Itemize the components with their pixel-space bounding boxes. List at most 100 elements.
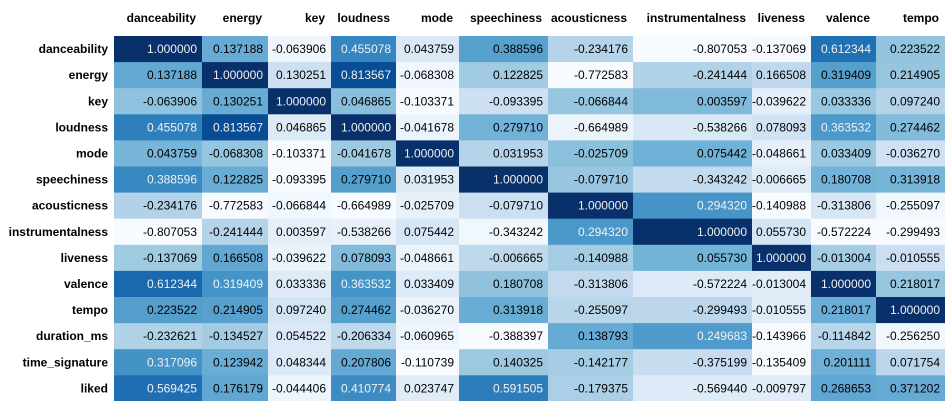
cell-value-label: -0.388397 <box>489 329 543 343</box>
cell-value-label: -0.079710 <box>574 173 628 187</box>
heatmap-cell <box>268 166 331 193</box>
cell-value-label: -0.343242 <box>693 173 747 187</box>
heatmap-cell <box>811 192 876 220</box>
heatmap-cell <box>202 114 268 141</box>
cell-value-label: 0.612344 <box>821 42 871 56</box>
cell-value-label: -0.134527 <box>209 329 263 343</box>
cell-value-label: 0.033409 <box>404 277 454 291</box>
heatmap-cell <box>633 323 752 350</box>
cell-value-label: -0.048661 <box>400 251 454 265</box>
heatmap-cell <box>548 323 633 350</box>
cell-value-label: 0.078093 <box>756 120 806 134</box>
column-header-mode: mode <box>421 11 453 25</box>
heatmap-cell <box>396 62 459 89</box>
cell-value-label: 0.180708 <box>821 173 871 187</box>
cell-value-label: -0.013004 <box>817 251 871 265</box>
heatmap-cell <box>396 323 459 350</box>
heatmap-cell <box>752 244 811 272</box>
cell-value-label: 0.201111 <box>824 355 872 369</box>
heatmap-cell <box>548 270 633 298</box>
column-header-liveness: liveness <box>758 11 806 25</box>
cell-value-label: 1.000000 <box>147 42 197 56</box>
heatmap-cell <box>114 36 202 63</box>
heatmap-cell <box>548 218 633 246</box>
cell-value-label: -0.103371 <box>272 146 326 160</box>
heatmap-cell <box>268 114 331 141</box>
cell-value-label: 0.097240 <box>276 303 326 317</box>
heatmap-cell <box>633 36 752 63</box>
heatmap-cell <box>548 349 633 376</box>
cell-value-label: 0.388596 <box>493 42 543 56</box>
row-header-tempo: tempo <box>72 303 108 317</box>
cell-value-label: -0.569440 <box>693 381 747 395</box>
heatmap-cell <box>396 140 459 167</box>
column-header-key: key <box>305 11 325 25</box>
heatmap-cell <box>876 166 945 193</box>
heatmap-cell <box>202 375 268 401</box>
cell-value-label: 0.055730 <box>697 251 747 265</box>
cell-value-label: -0.143966 <box>752 329 806 343</box>
heatmap-cell <box>202 323 268 350</box>
cell-value-label: -0.103371 <box>400 94 454 108</box>
row-header-danceability: danceability <box>39 42 109 56</box>
cell-value-label: 0.279710 <box>493 120 543 134</box>
cell-value-label: 0.214905 <box>213 303 263 317</box>
heatmap-cell <box>633 297 752 324</box>
heatmap-cell <box>396 114 459 141</box>
cell-value-label: 1.000000 <box>697 225 747 239</box>
column-header-instrumentalness: instrumentalness <box>647 11 747 25</box>
cell-value-label: 0.218017 <box>821 303 871 317</box>
heatmap-cell <box>876 349 945 376</box>
heatmap-cell <box>114 244 202 272</box>
heatmap-cell <box>548 88 633 115</box>
column-headers: danceability energy key loudness mode speechi… <box>127 11 939 25</box>
cell-value-label: 0.294320 <box>697 199 747 213</box>
heatmap-cell <box>202 36 268 63</box>
cell-value-label: -0.241444 <box>693 68 747 82</box>
heatmap-cell <box>876 218 945 246</box>
heatmap-cell <box>811 270 876 298</box>
heatmap-cell <box>459 62 548 89</box>
heatmap-cell <box>459 375 548 401</box>
cell-value-label: -0.232621 <box>143 329 197 343</box>
cell-value-label: -0.068308 <box>400 68 454 82</box>
cell-value-label: 0.223522 <box>147 303 197 317</box>
cell-value-label: 0.176179 <box>213 381 263 395</box>
heatmap-cell <box>114 166 202 193</box>
heatmap-cell <box>114 375 202 401</box>
cell-value-label: 1.000000 <box>493 173 543 187</box>
cell-value-label: -0.807053 <box>693 42 747 56</box>
heatmap-cell <box>633 244 752 272</box>
cell-value-label: -0.137069 <box>143 251 197 265</box>
heatmap-cell <box>268 62 331 89</box>
heatmap-cell <box>548 36 633 63</box>
heatmap-cell <box>331 88 396 115</box>
heatmap-cell <box>331 114 396 141</box>
cell-value-label: -0.013004 <box>752 277 806 291</box>
cell-value-label: 1.000000 <box>276 94 326 108</box>
heatmap-cell <box>876 375 945 401</box>
heatmap-cell <box>811 36 876 63</box>
heatmap-cell <box>633 62 752 89</box>
row-header-key: key <box>88 94 108 108</box>
cell-value-label: -0.066844 <box>272 199 326 213</box>
heatmap-cell <box>548 62 633 89</box>
heatmap-cell <box>752 62 811 89</box>
heatmap-cell <box>633 270 752 298</box>
heatmap-cell <box>202 166 268 193</box>
cell-value-label: -0.036270 <box>886 146 940 160</box>
heatmap-cell <box>459 244 548 272</box>
heatmap-cell <box>114 349 202 376</box>
cell-value-label: 0.371202 <box>890 381 940 395</box>
cell-value-label: 0.274462 <box>341 303 391 317</box>
heatmap-cell <box>811 244 876 272</box>
heatmap-cell <box>876 140 945 167</box>
cell-value-label: 1.000000 <box>213 68 263 82</box>
heatmap-cell <box>811 375 876 401</box>
cell-value-label: 0.813567 <box>341 68 391 82</box>
cell-value-label: -0.068308 <box>209 146 263 160</box>
heatmap-cell <box>459 297 548 324</box>
cell-value-label: 0.363532 <box>341 277 391 291</box>
heatmap-cell <box>331 323 396 350</box>
cell-value-label: 0.274462 <box>890 120 940 134</box>
